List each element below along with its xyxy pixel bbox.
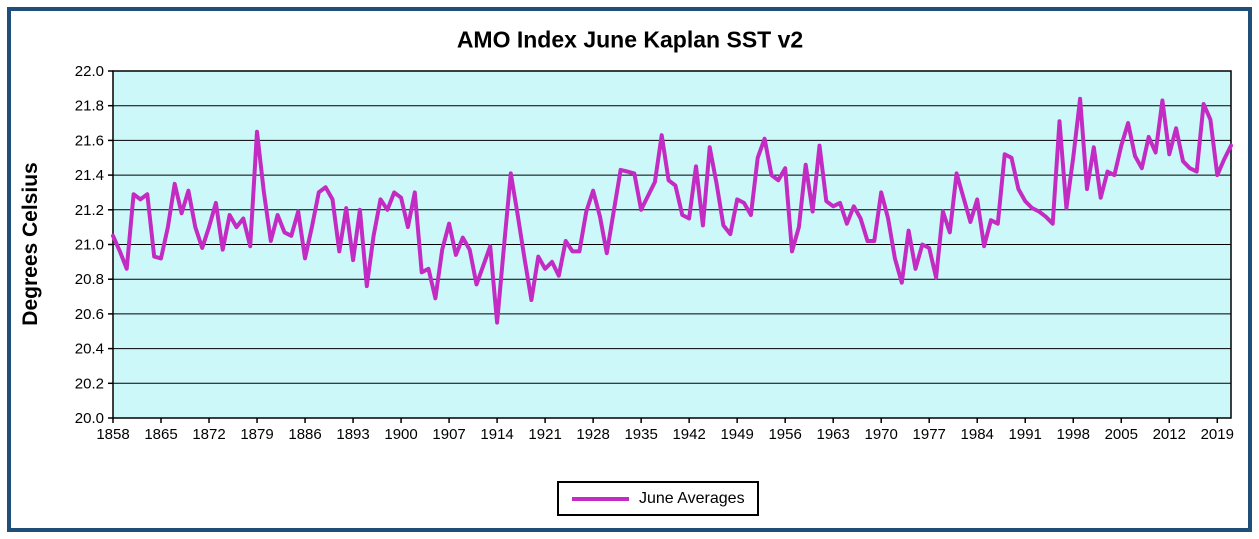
x-tick-label: 1879 [240, 426, 273, 443]
x-tick-label: 1907 [432, 426, 465, 443]
x-tick-label: 1991 [1009, 426, 1042, 443]
x-tick-label: 1893 [336, 426, 369, 443]
x-tick-label: 1984 [961, 426, 994, 443]
y-tick-label: 21.0 [75, 237, 104, 254]
x-tick-label: 1886 [288, 426, 321, 443]
series-line-june-averages [111, 96, 1233, 325]
x-tick-label: 1900 [384, 426, 417, 443]
x-tick-label: 1970 [865, 426, 898, 443]
x-tick-label: 2019 [1201, 426, 1234, 443]
x-tick-label: 1963 [816, 426, 849, 443]
x-tick-label: 1858 [96, 426, 129, 443]
x-tick-label: 2005 [1105, 426, 1138, 443]
y-tick-label: 20.4 [75, 341, 104, 358]
x-tick-label: 1921 [528, 426, 561, 443]
x-tick-label: 1865 [144, 426, 177, 443]
x-tick-label: 1956 [768, 426, 801, 443]
plot-border [112, 70, 1232, 419]
chart-title: AMO Index June Kaplan SST v2 [456, 26, 804, 53]
x-tick-label: 1977 [913, 426, 946, 443]
y-tick-label: 21.8 [75, 98, 104, 115]
y-tick-label: 21.4 [75, 167, 104, 184]
y-tick-label: 20.6 [75, 306, 104, 323]
legend-label: June Averages [639, 489, 745, 507]
x-tick-label: 1872 [192, 426, 225, 443]
y-tick-label: 22.0 [75, 63, 104, 80]
y-tick-label: 21.2 [75, 202, 104, 219]
x-tick-label: 1935 [624, 426, 657, 443]
y-tick-label: 20.0 [75, 410, 104, 427]
x-tick-label: 1942 [672, 426, 705, 443]
legend-box: June Averages [557, 481, 759, 516]
legend-line-sample-icon [572, 496, 629, 501]
y-tick-label: 21.6 [75, 132, 104, 149]
x-tick-label: 1914 [480, 426, 513, 443]
y-tick-label: 20.8 [75, 271, 104, 288]
x-tick-label: 1949 [720, 426, 753, 443]
y-tick-label: 20.2 [75, 375, 104, 392]
x-tick-label: 1928 [576, 426, 609, 443]
x-tick-label: 2012 [1153, 426, 1186, 443]
x-tick-label: 1998 [1057, 426, 1090, 443]
